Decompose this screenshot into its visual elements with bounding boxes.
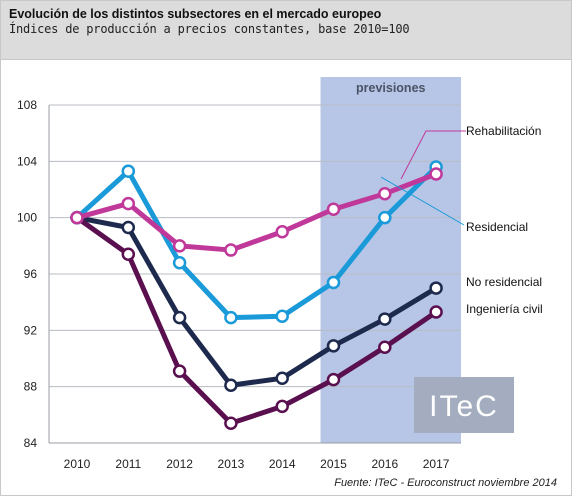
- data-point-rehabilitacion: [224, 243, 238, 257]
- data-point-rehabilitacion: [121, 196, 136, 211]
- data-point-ingenieria-civil: [224, 416, 238, 431]
- y-tick-label: 88: [24, 380, 38, 394]
- data-point-rehabilitacion: [429, 167, 443, 181]
- legend-label-residencial: Residencial: [466, 220, 528, 234]
- chart-header: Evolución de los distintos subsectores e…: [1, 1, 571, 60]
- data-point-rehabilitacion: [70, 210, 84, 225]
- data-point-no-residencial: [429, 281, 443, 295]
- legend-label-rehabilitacion: Rehabilitación: [466, 124, 541, 138]
- y-tick-label: 108: [17, 98, 37, 112]
- y-tick-label: 96: [24, 267, 38, 281]
- data-point-ingenieria-civil: [172, 364, 187, 378]
- legend-label-no-residencial: No residencial: [466, 275, 542, 289]
- chart-title: Evolución de los distintos subsectores e…: [9, 7, 382, 21]
- y-tick-label: 84: [24, 436, 38, 450]
- forecast-label: previsiones: [356, 81, 426, 95]
- data-point-no-residencial: [121, 220, 136, 235]
- data-point-rehabilitacion: [326, 202, 341, 216]
- data-point-residencial: [326, 275, 341, 290]
- data-point-rehabilitacion: [275, 225, 289, 239]
- series-line-no-residencial: [76, 215, 438, 388]
- source-note: Fuente: ITeC - Euroconstruct noviembre 2…: [334, 477, 557, 489]
- x-tick-label: 2010: [64, 457, 91, 471]
- series-line-rehabilitacion: [76, 171, 437, 253]
- data-point-ingenieria-civil: [429, 305, 443, 319]
- data-point-no-residencial: [378, 312, 392, 326]
- itec-logo-text: ITeC: [429, 390, 499, 423]
- data-point-no-residencial: [224, 378, 238, 393]
- data-point-ingenieria-civil: [326, 372, 341, 387]
- series-line-ingenieria-civil: [75, 215, 438, 426]
- chart-subtitle: Índices de producción a precios constant…: [9, 22, 410, 36]
- series-line-residencial: [75, 165, 438, 321]
- x-tick-label: 2012: [166, 457, 193, 471]
- data-point-ingenieria-civil: [275, 399, 289, 414]
- x-tick-label: 2015: [320, 457, 347, 471]
- legend-leader-rehabilitacion: [400, 130, 466, 180]
- y-tick-label: 100: [17, 211, 37, 225]
- data-point-residencial: [172, 255, 187, 270]
- data-point-rehabilitacion: [172, 239, 187, 253]
- data-point-residencial: [121, 164, 136, 178]
- data-point-no-residencial: [172, 310, 187, 325]
- data-point-residencial: [378, 210, 392, 225]
- legend-leader-residencial: [380, 176, 465, 226]
- x-tick-label: 2011: [115, 457, 141, 471]
- y-tick-label: 104: [17, 154, 37, 168]
- legend-label-ingenieria-civil: Ingeniería civil: [466, 302, 543, 316]
- data-point-ingenieria-civil: [121, 247, 136, 262]
- itec-logo: [414, 377, 514, 433]
- data-point-residencial: [275, 309, 289, 323]
- y-tick-label: 92: [24, 323, 38, 337]
- x-tick-label: 2017: [423, 457, 450, 471]
- data-point-no-residencial: [326, 339, 341, 353]
- data-point-ingenieria-civil: [378, 340, 392, 354]
- data-point-no-residencial: [275, 371, 289, 385]
- x-tick-label: 2014: [269, 457, 296, 471]
- x-tick-label: 2013: [218, 457, 245, 471]
- data-point-residencial: [224, 310, 238, 325]
- data-point-rehabilitacion: [378, 186, 392, 201]
- x-tick-label: 2016: [371, 457, 398, 471]
